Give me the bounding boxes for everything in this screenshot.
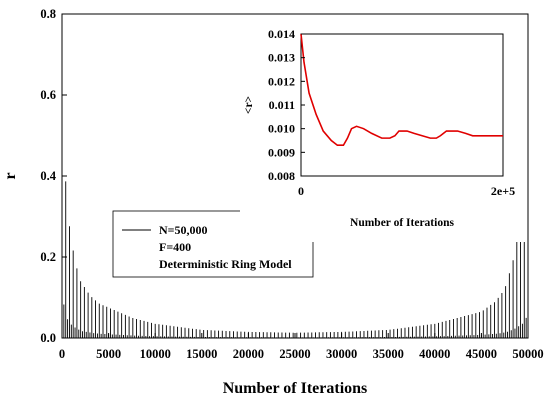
- main-y-tick-label: 0.2: [40, 250, 56, 264]
- main-signal-series: [61, 58, 529, 338]
- main-y-tick-label: 0.8: [40, 7, 56, 21]
- main-y-tick-label: 0.4: [40, 169, 56, 183]
- main-x-tick-label: 30000: [326, 347, 357, 361]
- inset-y-tick-label: 0.011: [269, 98, 295, 112]
- legend-line-2: F=400: [159, 240, 191, 254]
- inset-x-tick-label: 0: [298, 184, 304, 198]
- main-signal-spikes: [61, 58, 529, 338]
- inset-x-axis: 0 2e+5: [298, 172, 515, 198]
- inset-y-tick-label: 0.013: [268, 51, 295, 65]
- inset-chart: 0.008 0.009 0.010 0.011 0.012 0.013 0.014 0 2e+…: [240, 20, 525, 242]
- main-x-tick-label: 5000: [96, 347, 121, 361]
- main-x-tick-label: 35000: [373, 347, 404, 361]
- main-y-axis-label: r: [2, 172, 19, 179]
- main-x-tick-label: 40000: [419, 347, 450, 361]
- inset-x-tick-label: 2e+5: [491, 184, 515, 198]
- inset-y-tick-label: 0.014: [268, 27, 295, 41]
- main-y-tick-label: 0.0: [40, 331, 56, 345]
- main-x-axis: 0 5000 10000 15000 20000 25000 30000 35000 40000…: [59, 333, 544, 361]
- inset-mean-r-line: [300, 33, 503, 147]
- main-x-tick-label: 10000: [140, 347, 171, 361]
- inset-y-tick-label: 0.010: [268, 122, 295, 136]
- main-y-axis: 0.0 0.2 0.4 0.6 0.8: [40, 7, 67, 345]
- main-x-tick-label: 50000: [512, 347, 543, 361]
- main-x-axis-label: Number of Iterations: [223, 380, 368, 397]
- legend-line-3: Deterministic Ring Model: [159, 257, 292, 271]
- inset-plot-frame: [300, 33, 504, 177]
- inset-y-tick-label: 0.009: [268, 145, 295, 159]
- inset-y-tick-label: 0.008: [268, 169, 295, 183]
- inset-x-axis-label: Number of Iterations: [350, 217, 454, 229]
- main-x-tick-label: 25000: [279, 347, 310, 361]
- main-x-tick-label: 15000: [186, 347, 217, 361]
- main-x-tick-label: 20000: [233, 347, 264, 361]
- inset-y-axis: 0.008 0.009 0.010 0.011 0.012 0.013 0.014: [268, 27, 305, 183]
- legend-line-1: N=50,000: [159, 223, 208, 237]
- main-x-tick-label: 0: [59, 347, 65, 361]
- inset-y-axis-label: <r>: [243, 96, 255, 114]
- legend: N=50,000 F=400 Deterministic Ring Model: [112, 210, 314, 278]
- inset-y-tick-label: 0.012: [268, 74, 295, 88]
- main-y-tick-label: 0.6: [40, 88, 56, 102]
- main-x-tick-label: 45000: [466, 347, 497, 361]
